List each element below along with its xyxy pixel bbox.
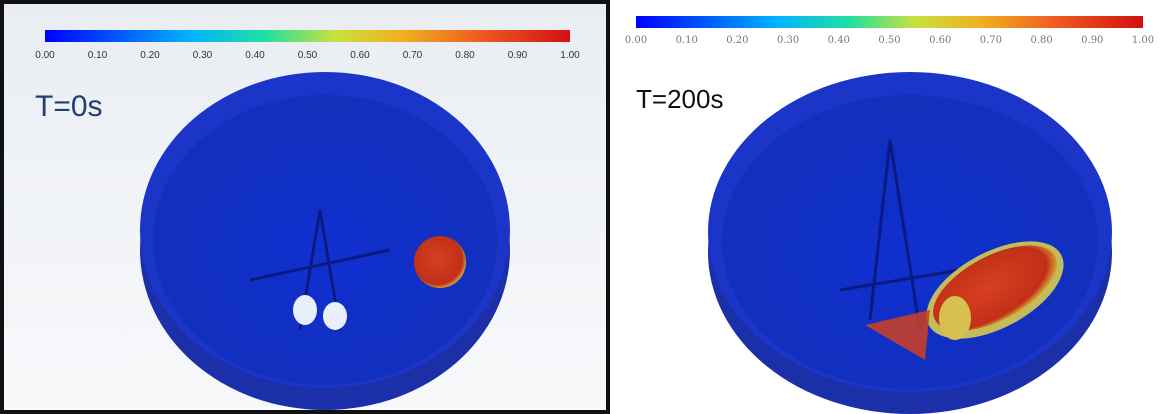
colorbar-tick-label: 0.10 [88, 50, 108, 61]
colorbar-tick-label: 0.00 [35, 50, 55, 61]
colorbar-tick-label: 0.40 [828, 35, 850, 46]
colorbar-tick-label: 0.50 [298, 50, 318, 61]
colorbar-tick-label: 0.30 [777, 35, 799, 46]
tank [708, 72, 1112, 414]
time-label: T=200s [636, 84, 723, 114]
colorbar-tick-label: 0.60 [929, 35, 951, 46]
colorbar [636, 16, 1143, 28]
colorbar-tick-label: 0.40 [245, 50, 265, 61]
colorbar-tick-label: 0.00 [625, 35, 647, 46]
colorbar-tick-label: 0.20 [726, 35, 748, 46]
colorbar-tick-label: 0.70 [403, 50, 423, 61]
colorbar-tick-label: 0.90 [1081, 35, 1103, 46]
colorbar-tick-label: 0.50 [878, 35, 900, 46]
colorbar-tick-label: 0.20 [140, 50, 160, 61]
colorbar [45, 30, 570, 42]
colorbar-tick-label: 0.60 [350, 50, 370, 61]
colorbar-tick-label: 1.00 [560, 50, 580, 61]
colorbar-tick-label: 0.30 [193, 50, 213, 61]
colorbar-tick-label: 0.10 [676, 35, 698, 46]
page: T=0s T=200s 0.00 0.10 0.20 0.30 0.40 0.50 0.60… [0, 0, 1166, 414]
colorbar-tick-label: 0.70 [980, 35, 1002, 46]
time-label: T=0s [35, 90, 103, 123]
figure: T=0s T=200s 0.00 0.10 0.20 0.30 0.40 0.50 0.60… [0, 0, 1166, 414]
colorbar-tick-label: 0.90 [508, 50, 528, 61]
tank [140, 72, 510, 410]
colorbar-tick-label: 1.00 [1132, 35, 1154, 46]
colorbar-tick-label: 0.80 [1030, 35, 1052, 46]
colorbar-tick-label: 0.80 [455, 50, 475, 61]
